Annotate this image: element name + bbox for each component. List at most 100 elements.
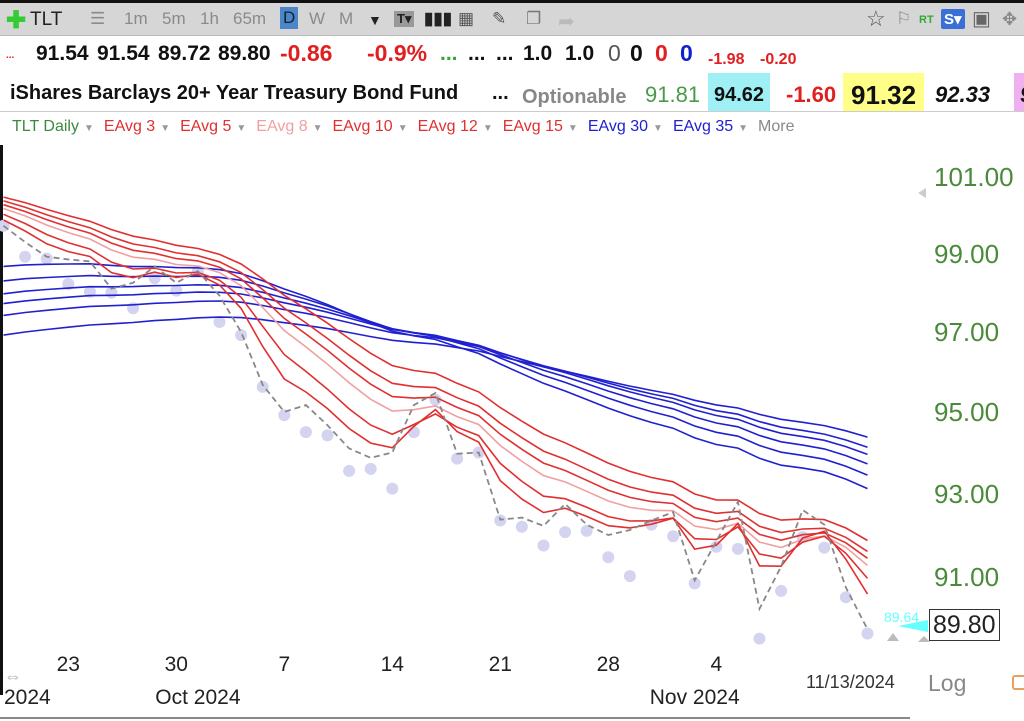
bar-style-icon[interactable]: ▮▮▮: [424, 9, 453, 28]
chevron-down-icon[interactable]: ▼: [738, 123, 749, 134]
flag-icon[interactable]: ⚐: [896, 9, 912, 28]
quote-n1: -1.98: [708, 51, 745, 68]
chevron-down-icon[interactable]: ▼: [482, 123, 493, 134]
chevron-down-icon[interactable]: ▼: [160, 123, 171, 134]
low-dot: [688, 577, 701, 590]
low-dot: [278, 409, 291, 422]
quote-v2: 1.0: [565, 42, 595, 65]
info-f1: 91.81: [645, 82, 701, 107]
optionable-label: Optionable: [522, 86, 627, 108]
quote-dots-3: ...: [496, 42, 514, 65]
legend-item[interactable]: EAvg 8 ▼: [256, 118, 322, 135]
legend-label: EAvg 5: [180, 118, 232, 135]
low-dot: [40, 252, 53, 265]
legend-item[interactable]: EAvg 12 ▼: [418, 118, 493, 135]
quote-z1: 0: [608, 40, 621, 66]
scroll-arrows-icon[interactable]: ⇔: [4, 666, 22, 686]
chevron-down-icon[interactable]: ▼: [653, 123, 663, 134]
copy-icon[interactable]: ❐: [526, 9, 542, 28]
ema-line-30: [3, 262, 868, 490]
low-dot: [451, 452, 464, 465]
legend-item[interactable]: EAvg 35 ▼: [673, 118, 748, 135]
info-f4: 91.32: [843, 73, 925, 111]
low-dot: [818, 541, 831, 554]
legend-label: TLT Daily: [12, 118, 79, 135]
legend-label: EAvg 15: [502, 118, 563, 135]
legend-item[interactable]: EAvg 15 ▼: [503, 118, 578, 135]
low-dot: [731, 542, 744, 555]
text-tool-icon[interactable]: T▾: [394, 11, 415, 27]
star-icon[interactable]: ☆: [866, 6, 886, 31]
timeframe-d[interactable]: D: [280, 7, 299, 29]
x-tick-label: 23: [56, 653, 80, 676]
dropdown-icon[interactable]: ▼: [368, 12, 382, 28]
symbol-label[interactable]: TLT: [30, 9, 63, 30]
quote-low: 89.72: [158, 42, 211, 65]
x-tick-label: 28: [596, 653, 620, 676]
pencil-icon[interactable]: ✎: [492, 9, 507, 28]
low-dot: [580, 524, 593, 537]
timeframe-1h[interactable]: 1h: [200, 9, 219, 28]
legend-item[interactable]: EAvg 30 ▼: [588, 118, 663, 135]
quote-close: 89.80: [218, 42, 271, 65]
chevron-down-icon[interactable]: ▼: [83, 123, 94, 134]
info-f3: -1.60: [786, 82, 837, 107]
low-dot: [213, 316, 226, 329]
x-tick-label: 14: [380, 653, 404, 676]
ema-line-60: [3, 316, 868, 438]
move-icon[interactable]: ✥: [1002, 9, 1018, 29]
legend-item[interactable]: EAvg 10 ▼: [333, 118, 408, 135]
add-symbol-icon[interactable]: ✚: [6, 7, 27, 34]
ema-line-50: [3, 300, 868, 448]
ema-line-10: [3, 203, 868, 559]
save-icon[interactable]: ▣: [972, 8, 991, 30]
month-label: Nov 2024: [649, 686, 740, 709]
low-dot: [710, 540, 723, 553]
ema-line-5: [3, 213, 869, 579]
date-label: 11/13/2024: [806, 672, 895, 692]
chevron-down-icon[interactable]: ▼: [236, 123, 247, 134]
last-price-label: 89.80: [929, 609, 1000, 641]
log-scale-toggle[interactable]: Log: [928, 670, 967, 696]
timeframe-1m[interactable]: 1m: [124, 9, 148, 28]
timeframe-w[interactable]: W: [309, 9, 326, 28]
legend-item[interactable]: EAvg 5 ▼: [180, 118, 246, 135]
chevron-down-icon[interactable]: ▼: [312, 123, 323, 134]
legend-more[interactable]: More: [758, 118, 795, 135]
info-f5: 92.33: [935, 82, 991, 107]
legend-item[interactable]: TLT Daily ▼: [12, 118, 94, 135]
ema-line-3: [3, 219, 869, 595]
legend-label: EAvg 3: [103, 118, 156, 135]
quote-v1: 1.0: [523, 42, 553, 65]
chevron-down-icon[interactable]: ▼: [567, 123, 578, 134]
quote-open: 91.54: [36, 42, 89, 65]
y-tick-label: 97.00: [934, 317, 1000, 348]
calculator-icon[interactable]: ▦: [458, 9, 475, 28]
low-dot: [753, 632, 766, 645]
low-dot: [861, 627, 874, 640]
low-dot: [386, 482, 399, 495]
low-dot: [19, 250, 32, 263]
low-dot: [364, 462, 377, 475]
s-button[interactable]: S▾: [941, 9, 965, 29]
list-icon[interactable]: ☰: [90, 9, 106, 28]
x-axis-border: [0, 717, 910, 719]
timeframe-65m[interactable]: 65m: [233, 9, 267, 28]
timeframe-m[interactable]: M: [339, 9, 354, 28]
y-tick-label: 93.00: [934, 478, 1000, 509]
quote-dots: ...: [6, 50, 15, 61]
rt-label[interactable]: RT: [919, 14, 934, 26]
low-dot: [515, 520, 528, 533]
share-icon[interactable]: ➦: [558, 11, 575, 33]
timeframe-5m[interactable]: 5m: [162, 9, 186, 28]
low-dot: [667, 530, 680, 543]
chevron-down-icon[interactable]: ▼: [397, 123, 408, 134]
price-marker-icon: [898, 620, 928, 632]
legend-label: EAvg 8: [256, 118, 308, 135]
marker-price-label: 89.64: [884, 609, 920, 625]
low-marker-icon: [887, 633, 899, 641]
legend-item[interactable]: EAvg 3 ▼: [104, 118, 170, 135]
month-label: Oct 2024: [155, 686, 241, 709]
settings-icon[interactable]: [1012, 675, 1024, 690]
